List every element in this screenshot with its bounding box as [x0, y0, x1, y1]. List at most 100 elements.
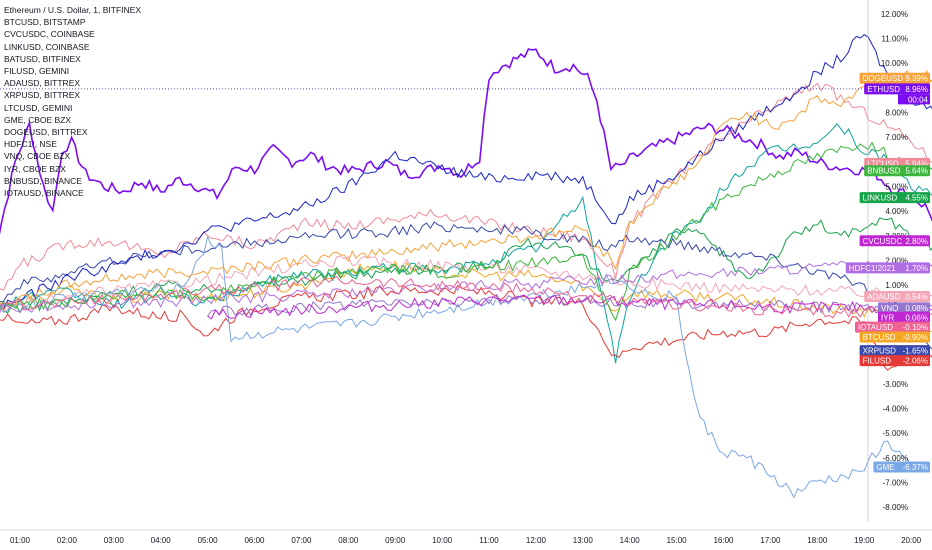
series-line-gme[interactable]	[0, 235, 912, 499]
value-tag-name: ETHUSD	[867, 85, 900, 94]
ethusd-time-bg	[898, 94, 930, 105]
y-tick-label: 11.00%	[881, 35, 908, 44]
x-tick-label: 03:00	[104, 536, 125, 545]
legend-entry[interactable]: LTCUSD, GEMINI	[4, 102, 73, 113]
y-tick-label: -4.00%	[883, 405, 908, 414]
value-tag: BTCUSD -0.90%	[859, 331, 930, 343]
legend-entry[interactable]: BTCUSD, BITSTAMP	[4, 17, 86, 28]
y-tick-label: 1.00%	[885, 281, 908, 290]
value-tag-bg	[859, 72, 930, 84]
value-tag-name: LTCUSD	[867, 159, 899, 168]
y-tick-label: -5.00%	[883, 429, 908, 438]
y-tick-label: 4.00%	[885, 207, 908, 216]
legend-entry[interactable]: BATUSD, BITFINEX	[4, 53, 81, 64]
value-tag-value: 5.64%	[905, 167, 928, 176]
y-tick-label: -7.00%	[883, 479, 908, 488]
value-tag: IOTAUSD -0.10%	[855, 321, 930, 333]
value-tag-value: -0.90%	[903, 333, 928, 342]
y-tick-label: 12.00%	[881, 10, 908, 19]
y-tick-label: -8.00%	[883, 503, 908, 512]
legend-entry[interactable]: BNBUSD, BINANCE	[4, 175, 82, 186]
legend-entry[interactable]: FILUSD, GEMINI	[4, 66, 70, 77]
series-line-hdfc1[interactable]	[0, 259, 932, 314]
y-tick-label: -3.00%	[883, 380, 908, 389]
value-tag-value: 0.06%	[905, 313, 928, 322]
legend-entry[interactable]: DOGEUSD, BITTREX	[4, 127, 88, 138]
value-tag: DOGEUSD 9.39%	[859, 72, 930, 84]
value-tag-bg	[878, 311, 930, 323]
value-tag-value: -0.10%	[903, 323, 928, 332]
value-tag-bg	[859, 355, 930, 367]
x-tick-label: 11:00	[479, 536, 499, 545]
value-tag-value: -1.65%	[903, 347, 928, 356]
legend-entry[interactable]: XRPUSD, BITTREX	[4, 90, 81, 101]
value-tag-name: IYR	[881, 313, 895, 322]
series-line-batusd[interactable]	[0, 82, 932, 312]
series-line-xrpusd[interactable]	[0, 221, 932, 351]
legend-entry[interactable]: IYR, CBOE BZX	[4, 163, 66, 174]
value-tag-value: 0.54%	[905, 293, 928, 302]
value-tag-name: DOGEUSD	[863, 74, 904, 83]
value-tag: GME -6.37%	[873, 461, 930, 473]
x-tick-label: 06:00	[244, 536, 265, 545]
value-tag-value: 2.80%	[905, 237, 928, 246]
value-tag-value: 9.39%	[905, 74, 928, 83]
legend: Ethereum / U.S. Dollar, 1, BITFINEX BTCUS…	[4, 4, 141, 199]
legend-entry[interactable]: CVCUSDC, COINBASE	[4, 29, 95, 40]
value-tag-value: 8.96%	[905, 85, 928, 94]
value-tag: BNBUSD 5.64%	[864, 165, 930, 177]
legend-entry[interactable]: IOTAUSD, BINANCE	[4, 188, 84, 199]
value-tag-value: -6.37%	[903, 463, 928, 472]
value-tag: FILUSD -2.06%	[859, 355, 930, 367]
series-line-dogeusd[interactable]	[0, 69, 932, 312]
value-tag: VNQ 0.08%	[878, 302, 930, 314]
legend-entry[interactable]: Ethereum / U.S. Dollar, 1, BITFINEX	[4, 5, 141, 15]
y-tick-label: 5.00%	[885, 183, 908, 192]
legend-entry[interactable]: ADAUSD, BITTREX	[4, 78, 81, 89]
value-tag-name: HDFC1!2021	[849, 264, 896, 273]
legend-entry[interactable]: VNQ, CBOE BZX	[4, 151, 71, 162]
x-tick-label: 14:00	[620, 536, 641, 545]
x-tick-label: 04:00	[151, 536, 172, 545]
value-tag-name: ADAUSD	[867, 293, 901, 302]
series-line-btcusd[interactable]	[0, 260, 932, 333]
series-line-iotausd[interactable]	[0, 275, 932, 319]
value-tag: XRPUSD -1.65%	[859, 345, 930, 357]
value-tag-name: CVCUSDC	[863, 237, 903, 246]
value-tag: HDFC1!2021 1.70%	[845, 262, 930, 274]
series-line-adausd[interactable]	[0, 255, 932, 312]
x-tick-label: 05:00	[198, 536, 219, 545]
value-tag-bg	[864, 83, 930, 95]
series-line-ltcusd[interactable]	[0, 34, 932, 313]
value-tag-bg	[878, 302, 930, 314]
x-tick-label: 07:00	[291, 536, 312, 545]
series-line-bnbusd[interactable]	[0, 141, 932, 322]
value-tag-bg	[859, 345, 930, 357]
value-tag-name: VNQ	[881, 304, 898, 313]
y-tick-label: 7.00%	[885, 133, 908, 142]
value-tag-name: FILUSD	[863, 357, 892, 366]
value-tag-bg	[845, 262, 930, 274]
x-tick-label: 13:00	[573, 536, 594, 545]
x-tick-label: 15:00	[667, 536, 688, 545]
series-line-cvcusdc[interactable]	[0, 217, 932, 314]
series-layer	[0, 34, 932, 499]
x-tick-label: 08:00	[338, 536, 359, 545]
x-tick-label: 16:00	[713, 536, 734, 545]
value-tag-name: BNBUSD	[867, 167, 901, 176]
legend-entry[interactable]: LINKUSD, COINBASE	[4, 41, 90, 52]
legend-entry[interactable]: HDFC1!, NSE	[4, 139, 57, 150]
value-tag-name: BTCUSD	[863, 333, 896, 342]
x-tick-label: 20:00	[901, 536, 922, 545]
legend-entry[interactable]: GME, CBOE BZX	[4, 114, 72, 125]
tag-layer: DOGEUSD 9.39%ETHUSD 8.96%LTCUSD 5.94%BNBUSD…	[845, 72, 930, 473]
value-tag-value: 0.08%	[905, 304, 928, 313]
series-line-ethusd[interactable]	[0, 48, 932, 290]
series-line-filusd[interactable]	[0, 284, 932, 371]
value-tag-value: 5.94%	[905, 159, 928, 168]
value-tag-value: 1.70%	[905, 264, 928, 273]
ethusd-time-label: 00:04	[908, 95, 929, 104]
value-tag-bg	[855, 321, 930, 333]
value-tag-name: XRPUSD	[863, 347, 897, 356]
